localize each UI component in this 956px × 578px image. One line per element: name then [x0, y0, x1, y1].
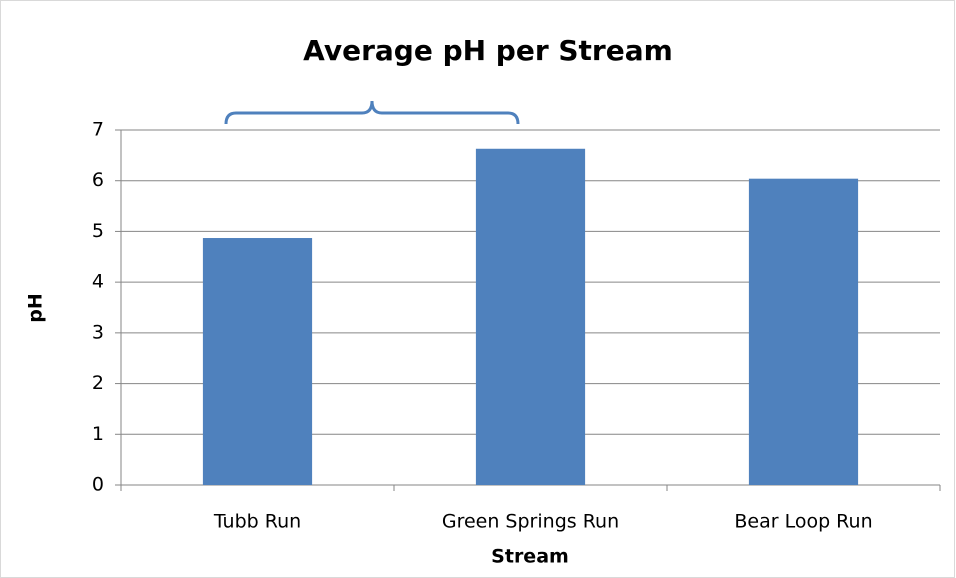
y-tick-label: 1: [92, 423, 104, 445]
x-axis-label: Stream: [491, 546, 569, 568]
x-tick-label: Green Springs Run: [442, 511, 619, 533]
y-tick-label: 5: [92, 220, 104, 242]
bar: [202, 238, 313, 485]
y-tick-label: 3: [92, 321, 104, 343]
bar: [748, 178, 859, 485]
bar: [475, 148, 586, 485]
y-tick-label: 2: [92, 372, 104, 394]
y-tick-label: 6: [92, 169, 104, 191]
chart-title: Average pH per Stream: [303, 34, 673, 67]
y-tick-label: 7: [92, 119, 104, 141]
bracket-annotation: [224, 100, 520, 125]
y-axis-label: pH: [25, 293, 47, 323]
y-tick-label: 0: [92, 474, 104, 496]
x-tick-label: Bear Loop Run: [734, 511, 872, 533]
y-tick-label: 4: [92, 271, 104, 293]
x-tick-label: Tubb Run: [213, 511, 301, 533]
